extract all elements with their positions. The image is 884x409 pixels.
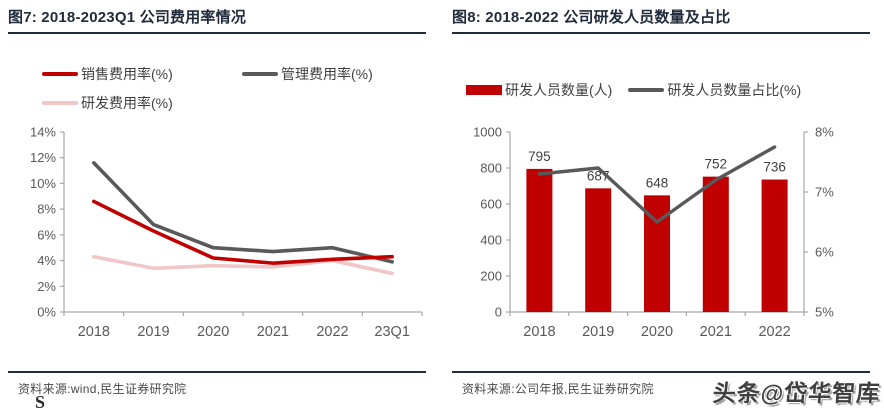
x-tick-label: 2018 — [78, 324, 110, 340]
toutiao-watermark: 头条@岱华智库 — [711, 380, 881, 406]
left-y-tick-label: 1000 — [473, 125, 502, 140]
x-tick-label: 2022 — [758, 324, 790, 340]
bar-value-label: 648 — [646, 175, 669, 190]
legend-label-management: 管理费用率(%) — [281, 66, 373, 82]
y-tick-label: 0% — [37, 305, 56, 320]
right-y-tick-label: 6% — [815, 245, 834, 260]
series-line — [92, 199, 394, 265]
figure-7-source-rule — [8, 371, 426, 373]
legend-label-sales: 销售费用率(%) — [81, 66, 173, 82]
y-tick-label: 14% — [30, 125, 56, 140]
figure-7-legend: 销售费用率(%) 管理费用率(%) 研发费用率(%) — [8, 64, 426, 118]
rd-share-line-swatch — [628, 88, 665, 92]
expense-ratio-chart: 0% 2% 4% 6% 8% 10% 12% 14% 2018 2019 2020 2021 2022 2… — [30, 125, 423, 340]
bar-value-label: 752 — [705, 157, 728, 172]
rd-expense-line-swatch — [42, 101, 78, 105]
right-y-tick-label: 5% — [815, 305, 834, 320]
series-line — [92, 254, 394, 276]
y-tick-label: 12% — [30, 150, 56, 165]
x-tick-label: 2020 — [641, 324, 673, 340]
right-y-tick-label: 7% — [815, 185, 834, 200]
left-y-tick-label: 400 — [480, 233, 502, 248]
y-tick-label: 4% — [37, 253, 56, 268]
y-tick-label: 2% — [37, 279, 56, 294]
right-y-tick-label: 8% — [815, 125, 834, 140]
x-tick-label: 2018 — [523, 324, 555, 340]
y-tick-label: 8% — [37, 202, 56, 217]
series-line — [92, 161, 394, 264]
bar-value-label: 736 — [763, 160, 786, 175]
x-tick-label: 2021 — [700, 324, 732, 340]
y-tick-label: 6% — [37, 227, 56, 242]
figure-8-source: 资料来源:公司年报,民生证券研究院 — [462, 382, 654, 396]
figure-8-title: 图8: 2018-2022 公司研发人员数量及占比 — [452, 8, 870, 34]
rd-headcount-bar — [702, 176, 729, 312]
figure-7: 图7: 2018-2023Q1 公司费用率情况 销售费用率(%) 管理费用率(%… — [8, 8, 426, 401]
legend-item-sales: 销售费用率(%) — [42, 64, 242, 84]
figure-8-source-block: 资料来源:公司年报,民生证券研究院 — [452, 371, 870, 401]
rd-headcount-bar — [526, 168, 553, 312]
left-y-tick-label: 0 — [495, 305, 502, 320]
legend-item-management: 管理费用率(%) — [242, 64, 426, 84]
figure-7-source: 资料来源:wind,民生证券研究院 — [18, 382, 187, 396]
legend-label-rd-expense: 研发费用率(%) — [81, 95, 173, 111]
legend-item-rd-headcount: 研发人员数量(人) — [466, 80, 612, 100]
figure-8-source-rule — [452, 371, 870, 373]
x-tick-label: 23Q1 — [374, 324, 409, 340]
left-y-tick-label: 600 — [480, 197, 502, 212]
x-tick-label: 2019 — [582, 324, 614, 340]
legend-item-rd-expense: 研发费用率(%) — [42, 93, 242, 113]
rd-personnel-chart: 0 200 400 600 800 1000 5% 6% 7% 8% 2018 2019 2020 202… — [473, 125, 834, 341]
x-tick-label: 2022 — [316, 324, 348, 340]
figure-8-legend: 研发人员数量(人) 研发人员数量占比(%) — [452, 64, 870, 118]
rd-headcount-bar — [761, 179, 788, 312]
legend-item-rd-share: 研发人员数量占比(%) — [628, 80, 801, 100]
figure-8: 图8: 2018-2022 公司研发人员数量及占比 研发人员数量(人) 研发人员… — [452, 8, 870, 401]
figure-7-title: 图7: 2018-2023Q1 公司费用率情况 — [8, 8, 426, 34]
rd-share-line — [537, 145, 777, 224]
stray-watermark-letter: S — [35, 392, 46, 409]
figure-7-source-block: 资料来源:wind,民生证券研究院 — [8, 371, 426, 401]
x-tick-label: 2020 — [197, 324, 229, 340]
left-y-tick-label: 200 — [480, 269, 502, 284]
x-tick-label: 2019 — [137, 324, 169, 340]
x-tick-label: 2021 — [257, 324, 289, 340]
legend-label-rd-share: 研发人员数量占比(%) — [667, 82, 802, 98]
legend-label-rd-headcount: 研发人员数量(人) — [505, 82, 613, 98]
rd-headcount-bar — [585, 188, 612, 312]
management-line-swatch — [242, 72, 278, 76]
rd-headcount-bar-swatch — [466, 85, 502, 95]
bar-value-label: 795 — [528, 149, 551, 164]
left-y-tick-label: 800 — [480, 161, 502, 176]
sales-line-swatch — [42, 72, 78, 76]
y-tick-label: 10% — [30, 176, 56, 191]
